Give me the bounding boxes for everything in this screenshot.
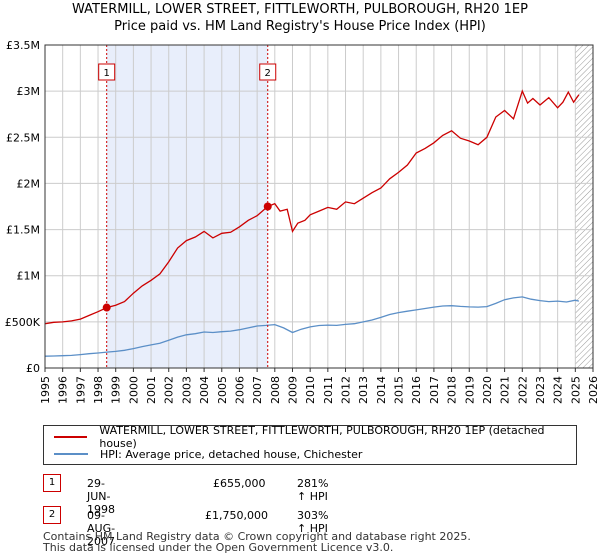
sale-marker-box-1 [98, 63, 116, 81]
transaction-badge-1: 1 [43, 474, 61, 492]
forecast-hatch [575, 45, 593, 368]
x-tick-label: 1996 [57, 376, 70, 404]
footer-licence: This data is licensed under the Open Gov… [43, 541, 394, 554]
x-tick-label: 2026 [587, 376, 600, 404]
sale-point-1 [102, 303, 111, 312]
x-tick-label: 2002 [163, 376, 176, 404]
property-series-line [44, 89, 580, 325]
x-tick-label: 2009 [286, 376, 299, 404]
y-tick-label: £2M [17, 177, 41, 190]
x-tick-label: 2010 [304, 376, 317, 404]
legend-label-property: WATERMILL, LOWER STREET, FITTLEWORTH, PU… [99, 424, 545, 450]
y-tick-label: £1.5M [6, 224, 40, 237]
x-tick-label: 2003 [180, 376, 193, 404]
x-tick-label: 2019 [463, 376, 476, 404]
x-tick-label: 1997 [74, 376, 87, 404]
x-tick-label: 2020 [481, 376, 494, 404]
x-tick-label: 2012 [340, 376, 353, 404]
x-tick-label: 2025 [569, 376, 582, 404]
sale-marker-box-2 [259, 63, 277, 81]
y-tick-label: £0 [26, 362, 40, 375]
y-tick-label: £3M [17, 85, 41, 98]
footer-copyright: Contains HM Land Registry data © Crown c… [43, 530, 471, 543]
y-tick-label: £1M [17, 270, 41, 283]
x-tick-label: 2011 [322, 376, 335, 404]
legend: WATERMILL, LOWER STREET, FITTLEWORTH, PU… [43, 424, 577, 465]
x-tick-label: 2018 [446, 376, 459, 404]
x-tick-label: 2005 [216, 376, 229, 404]
x-tick-label: 2023 [534, 376, 547, 404]
sale-marker-label-1: 1 [104, 68, 110, 79]
transaction-hpi-1: 281% ↑ HPI [297, 477, 329, 503]
x-tick-label: 2015 [393, 376, 406, 404]
chart-title-line2: Price paid vs. HM Land Registry's House … [114, 19, 486, 34]
x-tick-label: 2021 [499, 376, 512, 404]
legend-swatch-hpi [54, 453, 88, 455]
y-tick-label: £3.5M [6, 39, 40, 52]
x-tick-label: 2014 [375, 376, 388, 404]
legend-item-property: WATERMILL, LOWER STREET, FITTLEWORTH, PU… [54, 424, 576, 450]
x-tick-label: 2022 [516, 376, 529, 404]
x-tick-label: 2013 [357, 376, 370, 404]
x-tick-label: 2008 [269, 376, 282, 404]
x-tick-label: 1995 [39, 376, 52, 404]
transaction-date-1: 29-JUN-1998 [87, 477, 115, 516]
transaction-price-2: £1,750,000 [205, 509, 268, 522]
legend-item-hpi: HPI: Average price, detached house, Chic… [54, 446, 362, 462]
y-tick-label: £500K [5, 316, 41, 329]
ownership-shade [106, 45, 268, 368]
x-tick-label: 1999 [110, 376, 123, 404]
x-tick-label: 1998 [92, 376, 105, 404]
chart-title-line1: WATERMILL, LOWER STREET, FITTLEWORTH, PU… [72, 2, 528, 17]
x-tick-label: 2017 [428, 376, 441, 404]
transaction-badge-2: 2 [43, 506, 61, 524]
x-tick-label: 2024 [552, 376, 565, 404]
x-tick-label: 2006 [233, 376, 246, 404]
price-chart: 1 2 £0 £500K £1M £1.5M £2M £2.5M £3M £3.5M 1995 19… [5, 39, 600, 404]
footer: Contains HM Land Registry data © Crown c… [43, 531, 471, 553]
y-tick-label: £2.5M [6, 131, 40, 144]
x-tick-label: 2000 [127, 376, 140, 404]
x-tick-label: 2001 [145, 376, 158, 404]
legend-label-hpi: HPI: Average price, detached house, Chic… [100, 447, 363, 461]
x-tick-label: 2004 [198, 376, 211, 404]
transaction-price-1: £655,000 [213, 477, 266, 490]
hpi-series-line [44, 296, 580, 357]
plot-border [44, 44, 594, 369]
x-tick-label: 2007 [251, 376, 264, 404]
sale-marker-label-2: 2 [265, 68, 271, 79]
sale-point-2 [263, 202, 272, 211]
transaction-hpi-2: 303% ↑ HPI [297, 509, 329, 535]
transaction-date-2: 09-AUG-2007 [87, 509, 116, 548]
x-tick-label: 2016 [410, 376, 423, 404]
legend-swatch-property [54, 436, 88, 438]
